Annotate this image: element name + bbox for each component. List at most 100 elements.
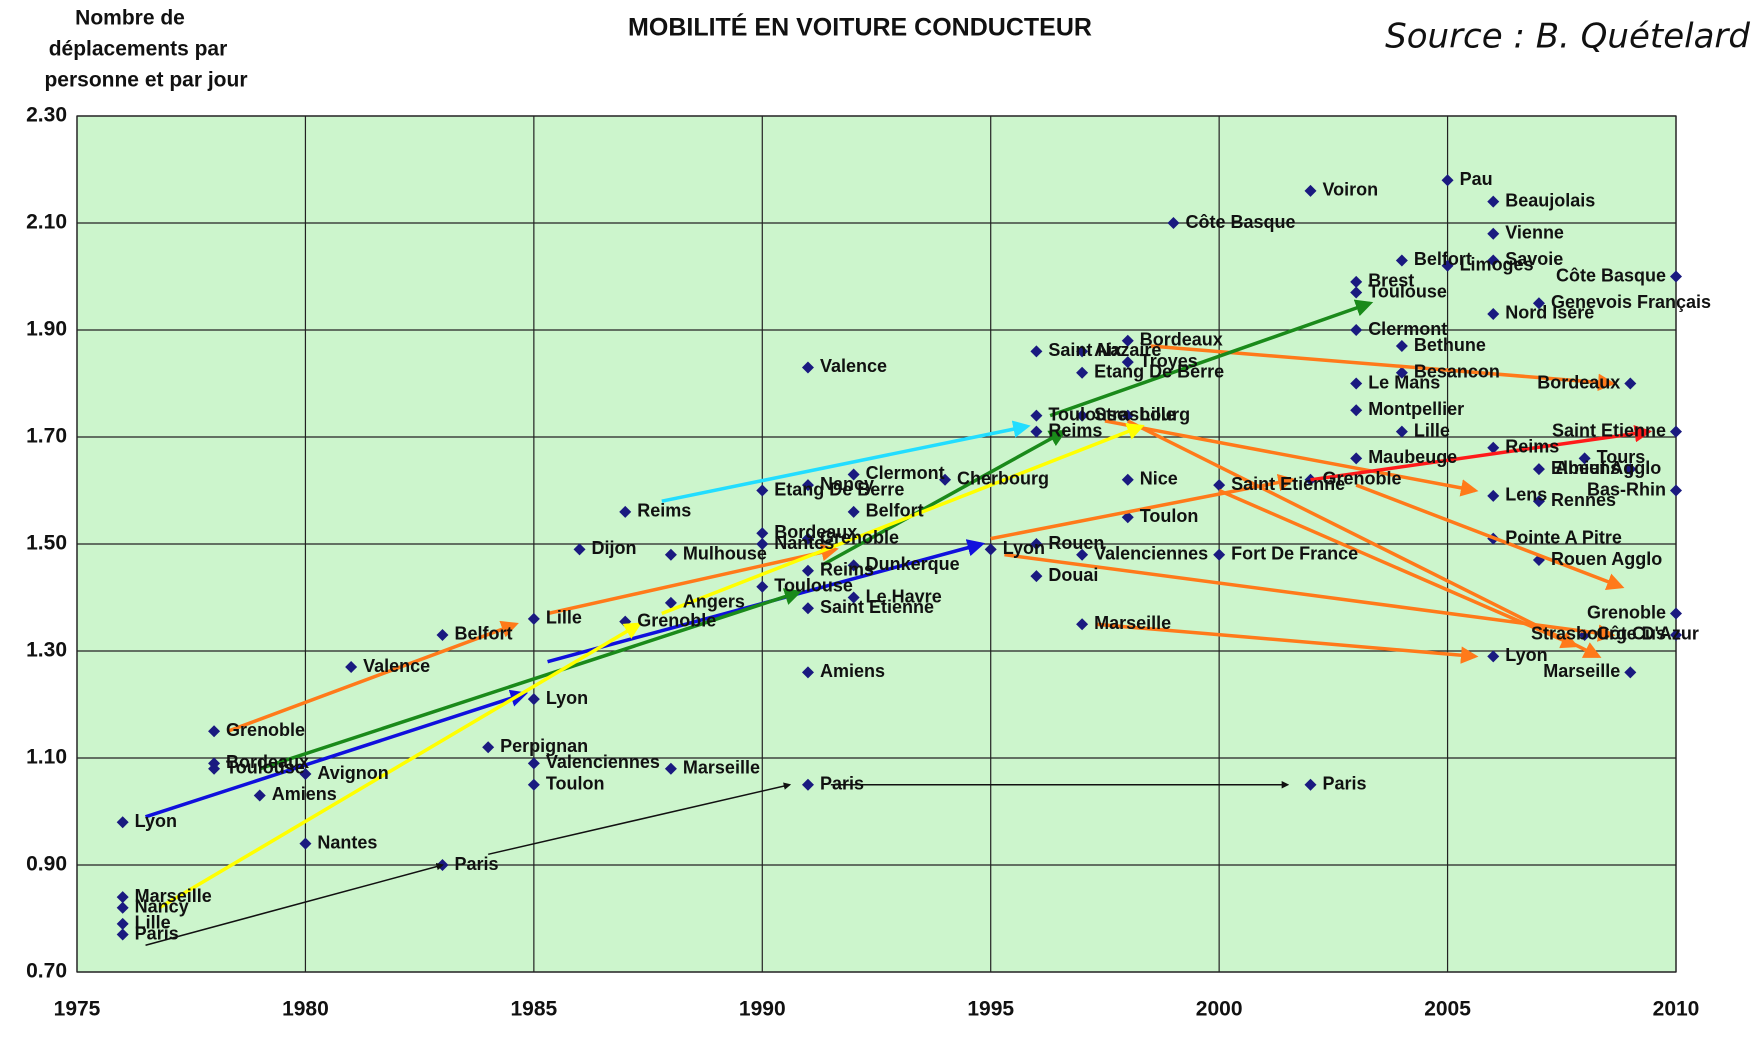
point-label: Mulhouse [683, 543, 767, 563]
point-label: Etang De Berre [774, 479, 904, 499]
x-tick-label: 1980 [282, 998, 329, 1021]
point-label: Saint Etienne [1552, 420, 1666, 440]
point-label: Elbeuf Agglo [1551, 458, 1661, 478]
y-tick-label: 0.70 [26, 960, 67, 983]
point-label: Cherbourg [957, 469, 1049, 489]
trend-arrow [158, 622, 642, 910]
data-point [1213, 479, 1226, 492]
x-tick-label: 1990 [739, 998, 786, 1021]
point-label: Aix [1094, 340, 1122, 360]
data-point [1487, 441, 1500, 454]
point-label: Amiens [1555, 458, 1620, 478]
data-point [756, 580, 769, 593]
point-label: Belfort [1414, 249, 1472, 269]
source: Source : B. Quételard [1385, 17, 1750, 57]
data-point [939, 473, 952, 486]
data-point [1487, 650, 1500, 663]
data-point [1624, 666, 1637, 679]
y-tick-label: 0.90 [26, 853, 67, 876]
trend-arrow [145, 862, 444, 946]
data-point [527, 757, 540, 770]
data-point [1350, 377, 1363, 390]
point-label: Paris [135, 923, 179, 943]
point-label: Reims [820, 560, 874, 580]
point-label: Bordeaux [1537, 372, 1620, 392]
data-point [527, 778, 540, 791]
data-point [1350, 404, 1363, 417]
data-point [801, 602, 814, 615]
point-label: Saint Etienne [1231, 474, 1345, 494]
data-point [664, 548, 677, 561]
point-label: Grenoble [820, 527, 899, 547]
point-label: Dunkerque [866, 554, 960, 574]
data-point [847, 591, 860, 604]
data-point [1350, 324, 1363, 336]
data-point [1441, 259, 1454, 272]
trend-arrow [1104, 419, 1479, 497]
data-point [1121, 409, 1134, 422]
data-point [1670, 270, 1682, 283]
data-point [116, 928, 129, 941]
point-label: Besancon [1414, 362, 1500, 382]
data-point [208, 762, 221, 775]
data-point [1624, 463, 1637, 476]
trend-arrow [488, 782, 792, 856]
x-tick-label: 2010 [1653, 998, 1700, 1021]
point-label: Clermont [866, 463, 945, 483]
point-label: Angers [683, 592, 745, 612]
point-label: Pau [1460, 169, 1493, 189]
point-label: Paris [1323, 774, 1367, 794]
data-point [801, 666, 814, 679]
point-label: Marseille [135, 886, 212, 906]
y-tick-label: 1.90 [26, 318, 67, 341]
point-label: Nancy [820, 474, 874, 494]
data-point [1304, 184, 1317, 197]
x-tick-label: 1975 [54, 998, 101, 1021]
point-label: Toulouse [1368, 281, 1447, 301]
point-label: Saint Nazaire [1048, 340, 1161, 360]
data-point [756, 527, 769, 540]
data-point [1532, 297, 1545, 310]
data-point [345, 661, 358, 674]
point-label: Grenoble [1323, 469, 1402, 489]
trend-arrow [661, 423, 1145, 616]
data-point [436, 628, 449, 641]
point-label: Toulouse [774, 576, 853, 596]
data-point [299, 768, 312, 781]
point-label: Strasbourg [1094, 404, 1190, 424]
point-label: Paris [820, 774, 864, 794]
point-label: Douai [1048, 565, 1098, 585]
data-point [1076, 409, 1089, 422]
point-label: Lens [1505, 485, 1547, 505]
data-point [116, 891, 129, 904]
point-label: Côte Basque [1556, 265, 1666, 285]
data-point [116, 901, 129, 914]
data-point [1487, 307, 1500, 320]
data-point [116, 917, 129, 930]
point-label: Nantes [317, 832, 377, 852]
trend-arrow [1126, 419, 1602, 658]
point-label: Rennes [1551, 490, 1616, 510]
point-label: Maubeuge [1368, 447, 1457, 467]
data-point [1076, 618, 1089, 631]
point-label: Bethune [1414, 335, 1486, 355]
point-label: Montpellier [1368, 399, 1464, 419]
data-point [1395, 340, 1408, 353]
y-tick-label: 1.30 [26, 639, 67, 662]
trend-arrow [144, 689, 529, 819]
data-point [1441, 174, 1454, 187]
point-label: Limoges [1460, 255, 1534, 275]
trend-arrow [1310, 424, 1653, 482]
point-label: Côte D'Azur [1597, 624, 1699, 644]
point-label: Le Mans [1368, 372, 1440, 392]
trend-arrow [1049, 299, 1374, 418]
point-label: Côte Basque [1185, 212, 1295, 232]
data-point [756, 484, 769, 497]
point-label: Nantes [774, 533, 834, 553]
point-label: Voiron [1323, 180, 1379, 200]
data-point [1030, 570, 1043, 583]
point-label: Genevois Français [1551, 292, 1711, 312]
point-label: Marseille [683, 757, 760, 777]
x-tick-label: 1995 [967, 998, 1014, 1021]
